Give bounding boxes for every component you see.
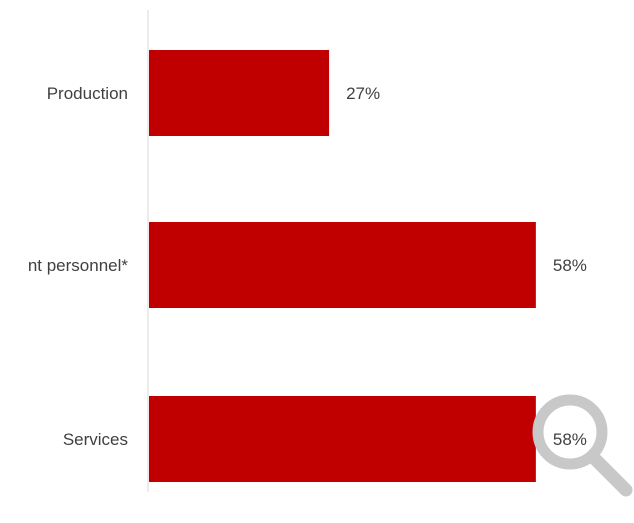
category-label-1: nt personnel* <box>28 256 129 275</box>
magnifier-icon <box>532 394 633 497</box>
bar-2 <box>149 396 536 482</box>
value-label-0: 27% <box>346 84 380 103</box>
bar-1 <box>149 222 536 308</box>
bar-0 <box>149 50 330 136</box>
value-label-2: 58% <box>553 430 587 449</box>
category-label-2: Services <box>63 430 128 449</box>
value-label-1: 58% <box>553 256 587 275</box>
category-label-0: Production <box>47 84 128 103</box>
